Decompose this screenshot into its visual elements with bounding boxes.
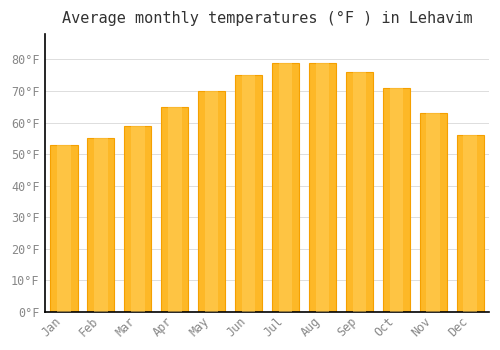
Bar (390, 88, 404, 312)
Bar (160, 107, 188, 312)
Bar (456, 135, 484, 312)
Bar (352, 72, 366, 312)
Bar (346, 72, 374, 312)
Bar (124, 126, 152, 312)
Title: Average monthly temperatures (°F ) in Lehavim: Average monthly temperatures (°F ) in Le… (62, 11, 472, 26)
Bar (130, 126, 144, 312)
Bar (94, 138, 108, 312)
Bar (278, 63, 292, 312)
Bar (50, 145, 78, 312)
Bar (464, 135, 477, 312)
Bar (168, 107, 181, 312)
Bar (198, 91, 226, 312)
Bar (426, 113, 440, 312)
Bar (234, 75, 262, 312)
Bar (204, 91, 218, 312)
Bar (242, 75, 256, 312)
Bar (272, 63, 299, 312)
Bar (420, 113, 448, 312)
Bar (308, 63, 336, 312)
Bar (87, 138, 115, 312)
Bar (316, 63, 330, 312)
Bar (382, 88, 410, 312)
Bar (56, 145, 70, 312)
